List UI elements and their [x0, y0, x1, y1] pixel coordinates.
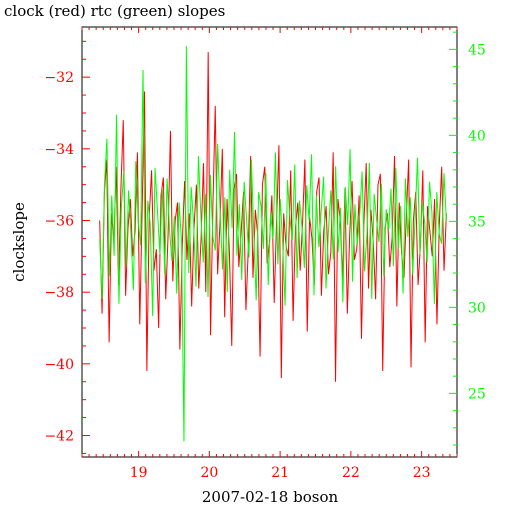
left-tick-label: −42: [44, 429, 74, 445]
x-tick-label: 21: [271, 465, 289, 481]
right-tick-label: 40: [468, 128, 486, 144]
left-tick-label: −32: [44, 70, 74, 86]
x-tick-label: 22: [342, 465, 360, 481]
plot-frame: [81, 26, 458, 458]
axes-layer: 19 20 21 22 23 −42 −40 −38 −36 −34 −32 25 30 35 40 45: [44, 27, 486, 481]
right-tick-label: 30: [468, 300, 486, 316]
chart-title: clock (red) rtc (green) slopes: [4, 2, 225, 20]
left-tick-label: −34: [44, 142, 74, 158]
x-tick-label: 23: [413, 465, 431, 481]
left-tick-label: −38: [44, 285, 74, 301]
right-tick-label: 45: [468, 42, 486, 58]
left-tick-label: −36: [44, 214, 74, 230]
right-tick-label: 35: [468, 214, 486, 230]
plot-border: [81, 26, 458, 458]
x-axis-label: 2007-02-18 boson: [202, 488, 339, 506]
series-line-rtc: [99, 45, 447, 442]
y-axis-label: clockslope: [10, 202, 28, 282]
series-line-clock: [99, 52, 447, 382]
x-tick-label: 20: [200, 465, 218, 481]
left-tick-label: −40: [44, 357, 74, 373]
x-tick-label: 19: [130, 465, 148, 481]
right-tick-label: 25: [468, 386, 486, 402]
series-layer: [99, 45, 447, 442]
